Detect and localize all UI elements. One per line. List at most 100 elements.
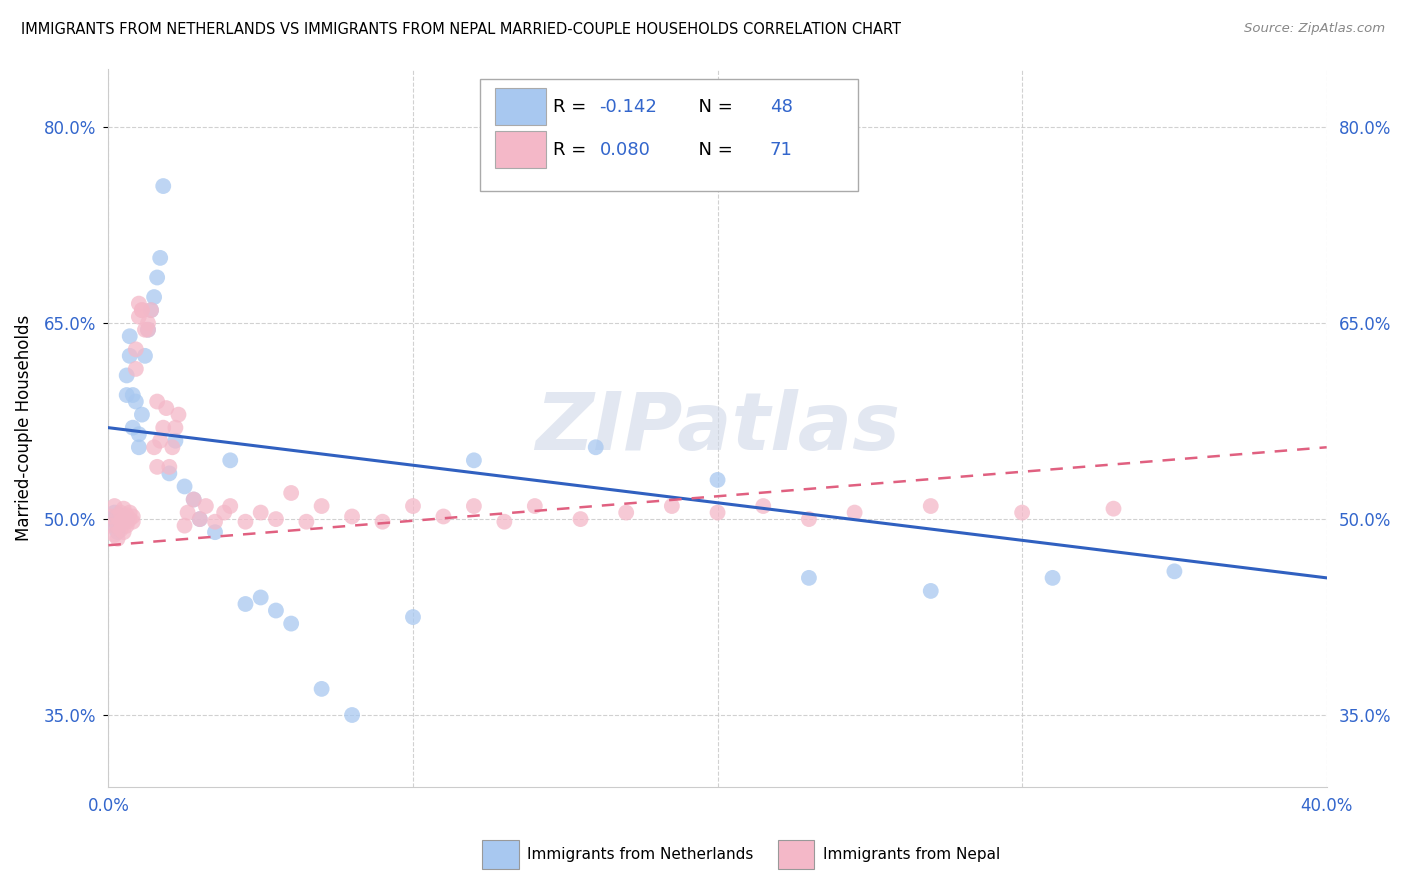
Point (143, 290, 166, 304)
Point (131, 303, 153, 318)
Point (235, 515, 257, 529)
Point (112, 525, 135, 540)
Y-axis label: Married-couple Households: Married-couple Households (15, 315, 32, 541)
Point (194, 499, 217, 513)
Point (280, 616, 302, 631)
Point (110, 523, 132, 537)
Point (134, 349, 156, 363)
Point (1102, 501, 1125, 516)
Point (523, 499, 546, 513)
Text: N =: N = (688, 141, 738, 159)
Text: Immigrants from Netherlands: Immigrants from Netherlands (527, 847, 754, 862)
Point (706, 506, 728, 520)
Point (128, 427, 150, 442)
Point (188, 512, 211, 526)
Point (139, 303, 162, 318)
Point (149, 251, 172, 265)
Point (107, 525, 129, 540)
Point (125, 343, 148, 357)
Text: 48: 48 (770, 97, 793, 116)
Point (112, 512, 135, 526)
Point (340, 708, 363, 723)
Point (115, 515, 138, 529)
Point (125, 394, 148, 409)
Point (115, 368, 138, 383)
Point (128, 310, 150, 324)
Point (183, 492, 205, 507)
Point (121, 509, 143, 524)
Point (134, 323, 156, 337)
Point (107, 512, 129, 526)
Point (118, 506, 141, 520)
Point (146, 459, 169, 474)
Text: -0.142: -0.142 (599, 97, 657, 116)
Point (661, 499, 683, 513)
Point (103, 518, 125, 533)
Point (112, 509, 135, 524)
Point (149, 434, 172, 448)
Point (128, 440, 150, 454)
Point (614, 506, 637, 520)
Point (432, 509, 454, 524)
Point (585, 440, 607, 454)
Point (136, 316, 159, 330)
Text: Immigrants from Nepal: Immigrants from Nepal (823, 847, 1000, 862)
Point (311, 499, 333, 513)
Point (463, 499, 485, 513)
Point (131, 408, 153, 422)
Point (204, 515, 226, 529)
Point (157, 467, 180, 481)
Point (173, 479, 195, 493)
Point (152, 179, 174, 194)
Point (463, 453, 485, 467)
Point (136, 323, 159, 337)
Point (402, 499, 425, 513)
Point (212, 506, 235, 520)
Point (706, 473, 728, 487)
Point (128, 296, 150, 310)
Point (494, 515, 516, 529)
Point (920, 583, 942, 598)
Point (371, 515, 394, 529)
Point (176, 506, 198, 520)
Point (107, 509, 129, 524)
Point (143, 440, 166, 454)
Point (125, 362, 148, 376)
Text: 71: 71 (770, 141, 793, 159)
Point (280, 486, 302, 500)
Point (100, 509, 122, 524)
Text: N =: N = (688, 97, 738, 116)
Point (340, 509, 363, 524)
Point (110, 506, 132, 520)
Point (165, 434, 187, 448)
Point (100, 512, 122, 526)
Point (110, 515, 132, 529)
Point (264, 603, 287, 617)
Point (173, 518, 195, 533)
Text: R =: R = (553, 141, 592, 159)
Point (115, 388, 138, 402)
Text: 0.080: 0.080 (599, 141, 650, 159)
FancyBboxPatch shape (495, 88, 546, 125)
Point (121, 388, 143, 402)
Point (162, 440, 184, 454)
Point (121, 515, 143, 529)
FancyBboxPatch shape (479, 79, 858, 191)
Text: Source: ZipAtlas.com: Source: ZipAtlas.com (1244, 22, 1385, 36)
Point (103, 528, 125, 542)
Point (569, 512, 592, 526)
Point (152, 420, 174, 434)
Point (118, 349, 141, 363)
Point (295, 515, 318, 529)
Point (311, 681, 333, 696)
Text: ZIPatlas: ZIPatlas (536, 389, 900, 467)
Point (1011, 506, 1033, 520)
Point (157, 459, 180, 474)
Text: R =: R = (553, 97, 592, 116)
Point (797, 571, 820, 585)
Point (146, 270, 169, 285)
Point (219, 453, 242, 467)
Point (112, 515, 135, 529)
Point (118, 512, 141, 526)
Point (107, 532, 129, 546)
